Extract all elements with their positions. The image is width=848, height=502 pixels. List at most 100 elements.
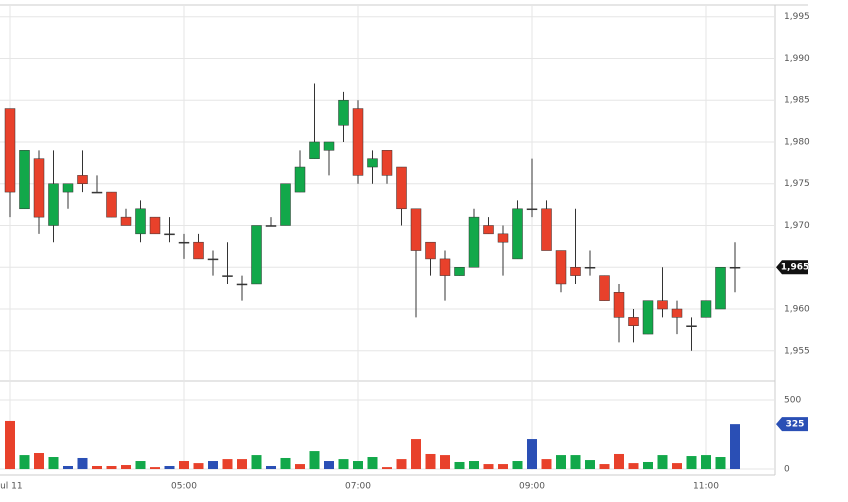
candle-body — [729, 266, 741, 269]
volume-bar — [599, 464, 610, 470]
volume-bar — [396, 459, 407, 470]
candle-body — [323, 141, 335, 151]
candle-body — [222, 275, 233, 277]
volume-bar — [454, 461, 465, 470]
candle-body — [338, 99, 349, 126]
y-tick-label: 500 — [784, 395, 801, 405]
badge — [776, 417, 808, 432]
candle-body — [555, 250, 567, 285]
candle-body — [512, 208, 523, 260]
candle-body — [381, 150, 393, 176]
candle-body — [642, 300, 654, 335]
volume-bar — [48, 457, 59, 470]
y-tick-label: 1,995 — [784, 12, 810, 22]
volume-bar — [309, 451, 320, 470]
volume-bar — [512, 461, 523, 470]
candle-body — [48, 183, 59, 226]
x-tick-label: 11:00 — [693, 482, 719, 492]
candle-body — [396, 166, 407, 210]
candle-body — [541, 208, 552, 251]
candle-body — [425, 241, 436, 260]
y-tick-label: 1,960 — [784, 305, 810, 315]
volume-bar — [353, 461, 363, 470]
candle-body — [584, 266, 596, 269]
volume-bar — [251, 455, 262, 470]
candle-body — [251, 225, 262, 285]
volume-bar — [483, 464, 494, 470]
volume-bar — [614, 453, 624, 470]
candle-body — [309, 141, 320, 159]
candle-body — [149, 216, 161, 235]
candle-body — [77, 175, 88, 184]
y-tick-label: 0 — [784, 465, 790, 475]
volume-bar — [657, 455, 668, 470]
volume-bar — [150, 467, 160, 470]
y-tick-label: 1,990 — [784, 54, 810, 64]
candle-body — [657, 300, 668, 310]
x-tick-label: 05:00 — [171, 482, 197, 492]
candle-body — [62, 183, 74, 193]
volume-bar — [295, 464, 305, 470]
volume-bar — [585, 460, 595, 470]
candle-body — [91, 191, 103, 194]
candle-body — [19, 150, 30, 210]
candle-body — [193, 241, 204, 260]
candle-body — [570, 266, 581, 276]
candle-body — [715, 266, 726, 310]
volume-bar — [34, 453, 44, 470]
badge — [776, 260, 808, 275]
volume-bar — [63, 465, 73, 470]
volume-bar — [541, 459, 552, 470]
volume-bar — [5, 420, 15, 470]
volume-bar — [92, 465, 102, 470]
volume-bar — [440, 455, 450, 470]
x-tick-label: 07:00 — [345, 482, 371, 492]
candle-body — [468, 216, 480, 268]
volume-bar — [701, 455, 711, 470]
volume-bar — [135, 461, 146, 470]
y-tick-label: 1,970 — [784, 221, 810, 231]
volume-bar — [367, 457, 378, 470]
volume-bar — [237, 459, 247, 470]
volume-bar — [193, 463, 204, 470]
candle-body — [410, 208, 422, 251]
volume-bar — [179, 461, 189, 470]
volume-bar — [266, 465, 276, 470]
volume-bar — [556, 455, 566, 470]
volume-bar — [338, 459, 349, 470]
badge-label: 325 — [786, 420, 805, 430]
volume-bar — [628, 463, 639, 470]
candle-body — [628, 317, 639, 326]
candle-body — [599, 275, 610, 301]
candle-body — [207, 258, 219, 261]
volume-bar — [77, 457, 88, 470]
candle-body — [671, 308, 683, 318]
volume-bar — [411, 439, 421, 470]
y-tick-label: 1,985 — [784, 96, 810, 106]
candle-body — [454, 266, 465, 276]
y-tick-label: 1,955 — [784, 346, 810, 356]
volume-bar — [425, 453, 436, 470]
x-tick-label: 09:00 — [519, 482, 545, 492]
volume-bar — [382, 467, 392, 470]
candle-body — [439, 258, 451, 276]
volume-bar — [570, 455, 581, 470]
volume-bar — [469, 461, 479, 470]
volume-bar — [222, 459, 233, 470]
y-tick-label: 1,980 — [784, 137, 810, 147]
candle-body — [236, 283, 248, 286]
volume-bar — [498, 464, 508, 470]
candle-body — [352, 108, 364, 176]
candle-body — [497, 233, 509, 243]
candle-body — [483, 225, 494, 235]
volume-bar — [121, 465, 131, 470]
volume-bar — [19, 455, 30, 470]
x-tick-label: Jul 11 — [0, 482, 23, 492]
candle-body — [265, 225, 277, 227]
volume-bar — [208, 461, 218, 470]
volume-bar — [730, 424, 740, 470]
candle-body — [120, 216, 132, 226]
badge-label: 1,965 — [781, 263, 809, 273]
y-tick-label: 1,975 — [784, 179, 810, 189]
candle-body — [164, 233, 175, 236]
